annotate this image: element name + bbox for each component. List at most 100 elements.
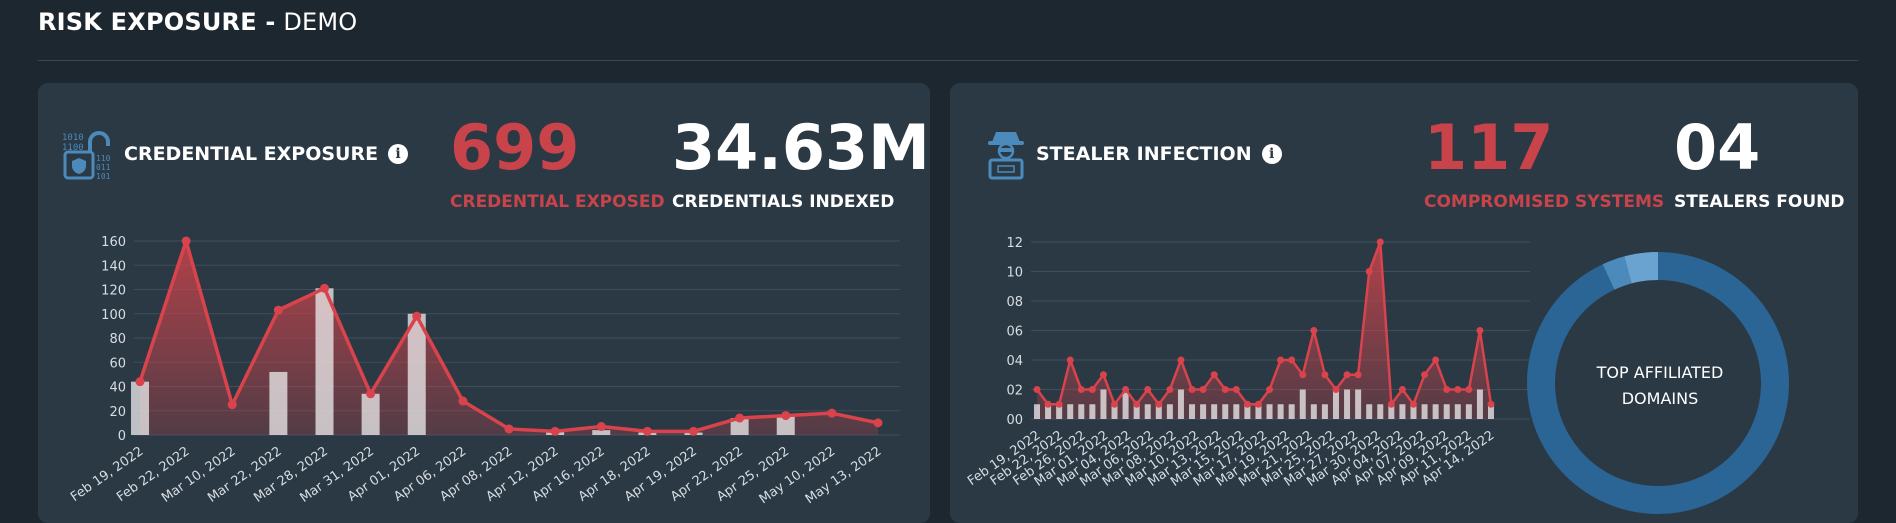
hacker-laptop-icon	[980, 128, 1032, 180]
bar	[1255, 404, 1262, 419]
bar	[1266, 404, 1273, 419]
credential-exposure-card: 1010 1100 110 011 101 CREDENTIAL EXPOSUR…	[38, 83, 930, 523]
bar	[1189, 404, 1196, 419]
data-point	[1033, 386, 1041, 393]
y-tick-label: 02	[1006, 384, 1023, 399]
bar	[1244, 404, 1251, 419]
bar	[131, 381, 149, 435]
bar	[1089, 404, 1096, 419]
bar	[1100, 389, 1107, 419]
data-point	[1243, 400, 1251, 408]
bar	[1133, 404, 1140, 419]
bar	[1211, 404, 1218, 419]
y-tick-label: 100	[101, 308, 126, 323]
data-point	[1155, 400, 1163, 408]
data-point	[1310, 327, 1318, 334]
data-point	[1409, 400, 1417, 408]
data-point	[1055, 400, 1063, 408]
data-point	[504, 424, 514, 434]
donut-segment-2[interactable]	[1602, 256, 1632, 290]
data-point	[1387, 400, 1395, 408]
data-point	[1299, 371, 1307, 379]
bar	[1034, 404, 1040, 419]
data-point	[642, 426, 652, 436]
donut-segment-3[interactable]	[1624, 251, 1659, 284]
svg-text:1010: 1010	[62, 133, 84, 143]
donut-center-label: TOP AFFILIATED DOMAINS	[1575, 360, 1745, 412]
bar	[1122, 389, 1129, 419]
stealer-infection-title: STEALER INFECTION i	[1036, 143, 1282, 165]
bar	[1045, 404, 1052, 419]
bar	[1355, 389, 1362, 419]
data-point	[827, 408, 837, 418]
data-point	[1277, 356, 1285, 364]
y-tick-label: 10	[1006, 266, 1023, 281]
data-point	[1454, 386, 1462, 393]
data-point	[1111, 400, 1119, 408]
bar	[407, 313, 426, 435]
data-point	[458, 396, 468, 406]
credential-exposure-title-text: CREDENTIAL EXPOSURE	[124, 143, 379, 165]
data-point	[273, 305, 283, 315]
bar	[776, 415, 795, 435]
y-tick-label: 80	[109, 332, 126, 347]
data-point	[227, 400, 237, 410]
data-point	[1288, 356, 1296, 364]
data-point	[1266, 386, 1274, 393]
bar	[1410, 404, 1417, 419]
data-point	[1232, 386, 1240, 393]
data-point	[1177, 356, 1185, 364]
bar	[1233, 404, 1240, 419]
data-point	[735, 413, 745, 423]
top-affiliated-domains-donut[interactable]	[950, 83, 1858, 523]
stealer-infection-card: STEALER INFECTION i 117 COMPROMISED SYST…	[950, 83, 1858, 523]
data-point	[873, 418, 883, 428]
data-point	[1133, 400, 1141, 408]
credentials-indexed-value: 34.63M	[672, 111, 930, 184]
bar	[1200, 404, 1207, 419]
credential-exposed-label: CREDENTIAL EXPOSED	[450, 192, 665, 212]
stealers-found-label: STEALERS FOUND	[1674, 192, 1845, 212]
data-point	[1044, 400, 1052, 408]
bar	[1465, 404, 1472, 419]
data-point	[1354, 371, 1362, 379]
stealers-found-value: 04	[1674, 111, 1761, 184]
bar	[1177, 389, 1184, 419]
bar	[1476, 389, 1483, 419]
info-icon[interactable]: i	[1261, 144, 1282, 164]
bar	[1366, 404, 1373, 419]
bar	[1111, 404, 1118, 419]
bar	[1443, 404, 1450, 419]
data-point	[1487, 400, 1495, 408]
bar	[361, 393, 380, 435]
y-tick-label: 160	[101, 235, 126, 250]
y-tick-label: 40	[109, 381, 126, 396]
bar	[1454, 404, 1461, 419]
data-point	[1465, 386, 1473, 393]
data-point	[181, 236, 191, 246]
info-icon[interactable]: i	[388, 144, 409, 164]
donut-label-line2: DOMAINS	[1621, 389, 1699, 408]
bar	[1155, 404, 1162, 419]
data-point	[596, 422, 606, 432]
y-tick-label: 04	[1006, 354, 1023, 369]
stealer-infection-title-text: STEALER INFECTION	[1036, 143, 1252, 165]
data-point	[1166, 386, 1174, 393]
page-title-light: DEMO	[283, 8, 358, 36]
bar	[1332, 389, 1339, 419]
svg-text:101: 101	[96, 172, 111, 180]
header-divider	[38, 60, 1858, 61]
data-point	[412, 311, 422, 321]
bar	[592, 430, 611, 435]
bar	[1299, 389, 1306, 419]
bar	[315, 288, 334, 435]
bar	[1488, 404, 1494, 419]
bar	[1166, 404, 1173, 419]
data-point	[1210, 371, 1218, 379]
bar	[1399, 404, 1406, 419]
svg-text:1100: 1100	[62, 143, 84, 153]
data-point	[1221, 386, 1229, 393]
bar	[1344, 389, 1351, 419]
